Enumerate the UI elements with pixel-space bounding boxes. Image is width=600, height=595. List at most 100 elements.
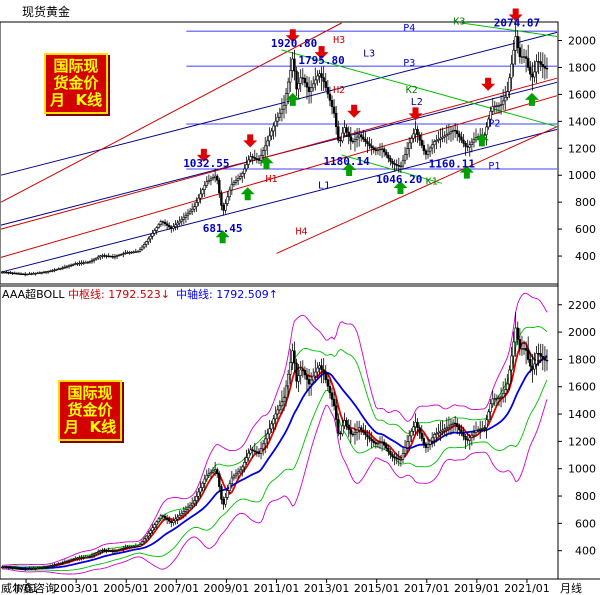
candle-body (238, 176, 242, 179)
candle-body (61, 267, 64, 269)
candle-body (464, 435, 467, 440)
candle-body (228, 189, 231, 198)
candle-body (499, 396, 503, 399)
candle-body (299, 77, 302, 84)
candle-body (103, 549, 106, 552)
candle-body (526, 58, 530, 68)
candle-body (326, 379, 330, 387)
candle-body (351, 140, 355, 143)
x-tick-label: 2007/01 (153, 582, 199, 595)
candle-body (69, 559, 73, 561)
candle-body (255, 451, 259, 454)
candle-body (274, 413, 277, 420)
boll-outer-upper (2, 292, 548, 566)
candle-body (360, 134, 363, 138)
candle-body (312, 375, 315, 381)
candle-body (168, 225, 171, 228)
candle-body (3, 566, 6, 569)
candle-body (401, 453, 405, 460)
candle-body (220, 486, 223, 500)
candle-body (30, 568, 33, 570)
candle-body (105, 255, 108, 257)
candle-body (88, 261, 92, 263)
candle-body (487, 411, 490, 421)
candle-body (203, 185, 206, 190)
y-tick-label: 400 (575, 545, 596, 558)
candle-body (337, 419, 340, 434)
candle-body (32, 567, 35, 570)
candle-body (117, 549, 121, 551)
candle-body (324, 373, 327, 380)
candle-body (238, 469, 242, 473)
candle-body (92, 258, 96, 261)
candle-body (451, 422, 455, 425)
candle-body (195, 202, 198, 208)
candle-body (172, 226, 175, 229)
candle-body (524, 348, 528, 351)
candle-body (385, 151, 388, 156)
candle-body (176, 222, 179, 226)
candle-body (230, 183, 234, 191)
candle-body (426, 444, 430, 448)
candle-body (328, 93, 332, 101)
candle-body (339, 139, 342, 142)
candle-body (245, 457, 248, 463)
boll-outer-lower (2, 399, 548, 575)
candle-body (541, 356, 545, 359)
candle-body (99, 550, 102, 552)
candle-body (218, 473, 221, 487)
candle-body (186, 212, 190, 216)
candle-body (320, 73, 323, 78)
candle-body (305, 374, 309, 380)
candle-body (405, 441, 409, 448)
candle-body (312, 83, 315, 89)
candle-body (199, 193, 202, 199)
y-tick-label: 2000 (568, 35, 596, 48)
candle-body (435, 433, 438, 435)
candle-body (433, 141, 436, 146)
candle-body (447, 425, 451, 428)
candle-body (259, 448, 263, 454)
candle-body (286, 81, 290, 94)
candle-body (7, 271, 10, 274)
candle-body (159, 515, 163, 520)
candle-body (44, 271, 48, 273)
candle-body (190, 502, 194, 506)
footer-brand: 威尔鑫咨询 (1, 581, 56, 595)
upper-y-axis: 400 600 800 1000 1200 1400 1600 1800 2000 (558, 35, 596, 263)
candle-body (197, 197, 200, 203)
candle-body (433, 434, 436, 439)
candle-body (51, 565, 54, 567)
candle-body (539, 61, 542, 65)
candle-body (3, 271, 6, 274)
candle-body (11, 567, 14, 569)
candle-body (253, 157, 256, 159)
candle-body (374, 442, 378, 445)
up-arrow-icon (215, 230, 230, 244)
candle-body (266, 140, 269, 147)
x-tick-label: 2017/01 (404, 582, 450, 595)
trend-line-h2 (0, 77, 558, 230)
trend-line-k3 (461, 22, 558, 37)
candle-body (286, 373, 290, 387)
candle-body (174, 518, 177, 522)
candle-body (15, 567, 19, 570)
candle-body (510, 355, 513, 371)
badge-top-line-3: 月 K线 (50, 91, 103, 109)
candle-body (224, 497, 227, 505)
candle-body (276, 116, 279, 122)
candle-body (182, 216, 186, 220)
candle-body (357, 427, 361, 431)
candle-body (537, 61, 540, 63)
candle-body (364, 431, 367, 435)
candle-body (113, 550, 117, 553)
candle-body (458, 133, 461, 138)
candle-body (539, 353, 542, 357)
candle-body (531, 365, 534, 370)
candle-body (343, 127, 346, 134)
candlesticks (1, 20, 549, 277)
candle-body (443, 135, 446, 138)
candle-body (255, 158, 259, 160)
candle-body (353, 431, 357, 435)
candle-body (228, 483, 231, 491)
